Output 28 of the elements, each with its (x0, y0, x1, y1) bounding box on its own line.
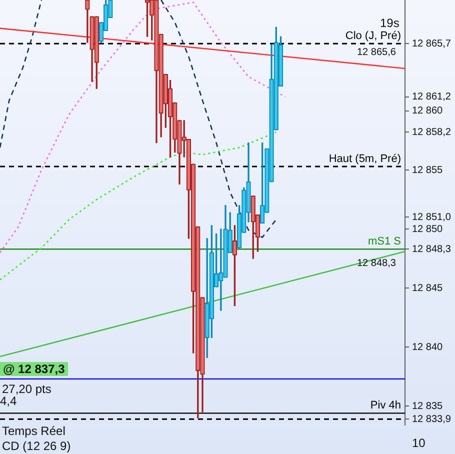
y-tick-label: 12 860 (412, 106, 444, 117)
ref-line-label: Haut (5m, Pré) (328, 152, 401, 165)
y-tick-label: 12 848,3 (412, 244, 452, 255)
y-tick-label: 12 833,9 (412, 414, 452, 425)
annotation: 19s (380, 16, 400, 30)
y-tick-label: 12 855 (412, 164, 444, 176)
line-series (0, 132, 277, 280)
ref-line-label: mS1 S (368, 236, 401, 248)
line-series (0, 2, 286, 254)
annotation: Temps Réel (2, 424, 66, 438)
text: CD (12 26 9) (2, 439, 71, 453)
y-tick-label: 12 840 (412, 342, 444, 353)
ref-line-label: Clo (J, Pré) (345, 30, 401, 42)
y-tick-label: 12 851,0 (412, 212, 452, 223)
y-tick-label: 12 845 (412, 282, 444, 294)
annotation: 27,20 pts (2, 382, 52, 396)
text: 10 (412, 436, 426, 450)
y-tick-label: 12 850 (412, 224, 444, 235)
annotation: @ 12 837,3 (0, 362, 68, 376)
ref-line-label: Piv 4h (370, 400, 401, 412)
y-tick-label: 12 835 (412, 400, 444, 412)
annotation: 4,4 (0, 394, 17, 408)
y-tick-label: 12 861,2 (412, 92, 452, 103)
line-series (0, 0, 42, 148)
y-tick-label: 12 865,7 (412, 38, 452, 50)
line-series (160, 0, 277, 238)
y-tick-label: 12 858,2 (412, 126, 452, 138)
annotation: 12 865,6 (357, 47, 396, 59)
